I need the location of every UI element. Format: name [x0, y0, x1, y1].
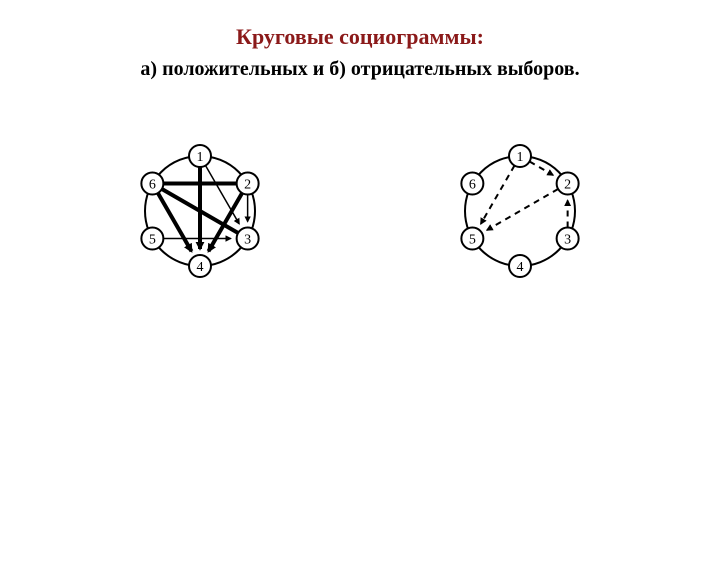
node-6: 6 [141, 173, 163, 195]
node-1: 1 [509, 145, 531, 167]
diagram-b: 1 2 3 4 5 6 [430, 121, 610, 301]
node-label-1: 1 [197, 150, 204, 165]
node-label-2: 2 [564, 177, 571, 192]
node-3: 3 [237, 228, 259, 250]
node-label-5: 5 [149, 232, 156, 247]
node-label-6: 6 [469, 177, 476, 192]
node-5: 5 [141, 228, 163, 250]
node-3: 3 [557, 228, 579, 250]
diagram-a: 1 2 3 4 5 6 [110, 121, 290, 301]
node-label-2: 2 [244, 177, 251, 192]
node-5: 5 [461, 228, 483, 250]
node-2: 2 [237, 173, 259, 195]
node-label-4: 4 [197, 260, 204, 275]
node-label-4: 4 [517, 260, 524, 275]
node-label-3: 3 [564, 232, 571, 247]
node-4: 4 [509, 255, 531, 277]
page-subtitle: а) положительных и б) отрицательных выбо… [0, 58, 720, 81]
sociogram-a: 1 2 3 4 5 6 [110, 121, 290, 301]
subtitle-text: а) положительных и б) отрицательных выбо… [140, 58, 579, 80]
node-2: 2 [557, 173, 579, 195]
node-1: 1 [189, 145, 211, 167]
node-label-1: 1 [517, 150, 524, 165]
title-text: Круговые социограммы: [236, 24, 484, 49]
diagrams-row: 1 2 3 4 5 6 1 2 3 4 5 6 [0, 121, 720, 301]
page-title: Круговые социограммы: [0, 24, 720, 50]
node-4: 4 [189, 255, 211, 277]
node-label-6: 6 [149, 177, 156, 192]
sociogram-b: 1 2 3 4 5 6 [430, 121, 610, 301]
node-label-5: 5 [469, 232, 476, 247]
edge-1-5 [481, 166, 515, 224]
node-label-3: 3 [244, 232, 251, 247]
node-6: 6 [461, 173, 483, 195]
